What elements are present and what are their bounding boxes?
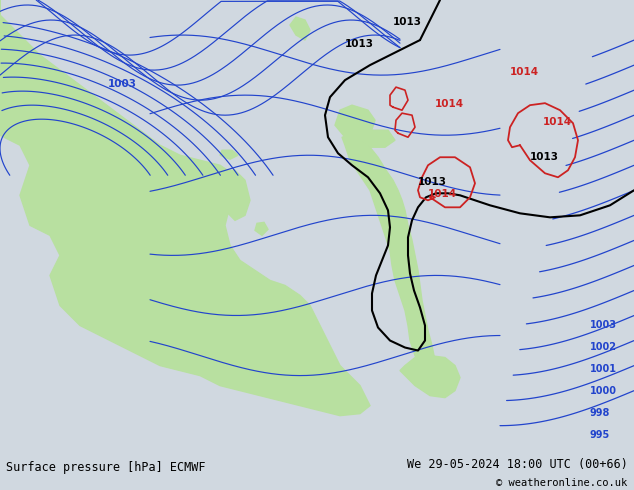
Text: 1003: 1003 bbox=[108, 79, 137, 89]
Text: We 29-05-2024 18:00 UTC (00+66): We 29-05-2024 18:00 UTC (00+66) bbox=[407, 458, 628, 471]
Text: 1014: 1014 bbox=[510, 67, 539, 77]
Polygon shape bbox=[342, 135, 435, 375]
Text: 1001: 1001 bbox=[590, 364, 617, 373]
Polygon shape bbox=[0, 0, 370, 416]
Polygon shape bbox=[335, 105, 375, 143]
Text: 1000: 1000 bbox=[590, 386, 617, 395]
Polygon shape bbox=[212, 170, 250, 221]
Text: Surface pressure [hPa] ECMWF: Surface pressure [hPa] ECMWF bbox=[6, 461, 206, 474]
Text: 1003: 1003 bbox=[590, 319, 617, 329]
Text: 1013: 1013 bbox=[418, 177, 447, 187]
Polygon shape bbox=[290, 17, 310, 40]
Text: 1014: 1014 bbox=[543, 117, 572, 127]
Text: 1014: 1014 bbox=[435, 99, 464, 109]
Text: 1013: 1013 bbox=[530, 152, 559, 162]
Text: © weatheronline.co.uk: © weatheronline.co.uk bbox=[496, 478, 628, 488]
Polygon shape bbox=[400, 356, 460, 397]
Text: 1002: 1002 bbox=[590, 342, 617, 351]
Text: 998: 998 bbox=[590, 408, 611, 417]
Text: 995: 995 bbox=[590, 430, 611, 440]
Polygon shape bbox=[355, 130, 395, 147]
Text: 1013: 1013 bbox=[345, 39, 374, 49]
Polygon shape bbox=[220, 150, 238, 159]
Text: 1014: 1014 bbox=[428, 189, 457, 199]
Polygon shape bbox=[255, 222, 268, 235]
Text: 1013: 1013 bbox=[393, 17, 422, 27]
